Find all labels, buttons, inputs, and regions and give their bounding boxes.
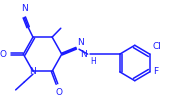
Text: H: H bbox=[91, 57, 96, 66]
Text: O: O bbox=[0, 50, 7, 59]
Text: O: O bbox=[55, 88, 62, 97]
Text: F: F bbox=[153, 67, 158, 76]
Text: Cl: Cl bbox=[153, 42, 161, 51]
Text: N: N bbox=[80, 50, 87, 59]
Text: N: N bbox=[21, 4, 28, 13]
Text: N: N bbox=[30, 67, 36, 76]
Text: N: N bbox=[77, 38, 84, 47]
